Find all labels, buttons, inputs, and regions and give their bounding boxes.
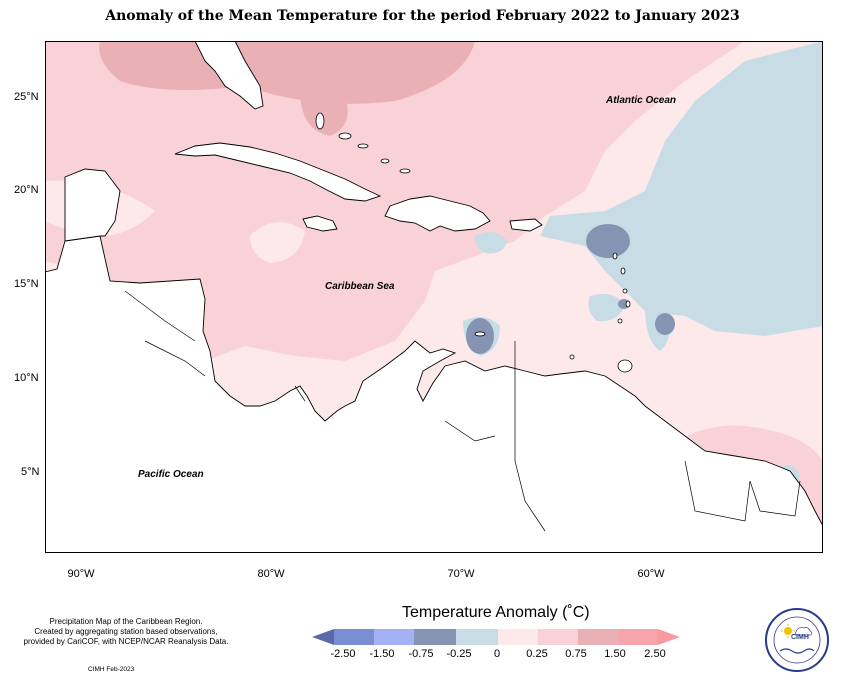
legend-label-minus-0-25: -0.25: [446, 648, 472, 660]
pacific-ocean-label: Pacific Ocean: [138, 469, 204, 480]
anomaly-cool-patch-2: [588, 293, 625, 322]
land-puerto-rico: [509, 218, 543, 232]
legend-label-0-25: 0.25: [526, 648, 548, 660]
legend-bin-1: [312, 629, 334, 645]
legend-bin-7: [538, 629, 578, 645]
cimh-logo: [765, 608, 829, 672]
x-tick-80w: 80°W: [257, 568, 285, 580]
credits-block: Precipitation Map of the Caribbean Regio…: [8, 617, 244, 647]
land-jamaica: [302, 215, 338, 232]
anomaly-neutral-patch-jamaica: [250, 222, 305, 263]
logo-text: CIMH: [791, 634, 809, 641]
land-hispaniola: [384, 195, 491, 232]
legend-bin-6: [498, 629, 538, 645]
legend-bin-8: [578, 629, 618, 645]
land-florida: [194, 41, 264, 110]
legend-label-1-50: 1.50: [604, 648, 626, 660]
legend-label-minus-0-75: -0.75: [408, 648, 434, 660]
x-tick-70w: 70°W: [447, 568, 475, 580]
legend-colorbar: [312, 629, 680, 645]
anomaly-cool-patch-1: [474, 232, 507, 254]
legend-bin-9: [618, 629, 658, 645]
anomaly-cool-region: [540, 41, 823, 336]
y-tick-20n: 20°N: [14, 184, 39, 196]
anomaly-cool-core-guadeloupe: [586, 224, 630, 258]
map-frame: [45, 41, 823, 553]
legend-bin-4: [414, 629, 456, 645]
legend-bin-5: [456, 629, 498, 645]
legend-label-0-75: 0.75: [565, 648, 587, 660]
legend-bin-3: [374, 629, 414, 645]
legend-label-minus-2-50: -2.50: [330, 648, 356, 660]
country-borders: [124, 290, 801, 532]
anomaly-cool-core-barbados: [655, 313, 675, 335]
x-tick-90w: 90°W: [67, 568, 95, 580]
anomaly-warm-region: [45, 41, 745, 361]
land-cuba: [174, 142, 382, 202]
land-central-america: [45, 235, 823, 553]
credits-line-2: Created by aggregating station based obs…: [34, 627, 218, 636]
y-tick-15n: 15°N: [14, 278, 39, 290]
y-tick-5n: 5°N: [21, 466, 40, 478]
legend-label-0: 0: [493, 648, 501, 660]
anomaly-warm-blob-north: [99, 41, 475, 104]
map-title: Anomaly of the Mean Temperature for the …: [105, 8, 740, 24]
atlantic-ocean-label: Atlantic Ocean: [605, 95, 676, 106]
cloud-icon: [794, 627, 813, 636]
anomaly-warm-blob-bahamas: [300, 88, 348, 136]
legend-label-minus-1-50: -1.50: [369, 648, 395, 660]
land-small-islands: [315, 112, 633, 373]
legend-title: Temperature Anomaly (˚C): [402, 604, 590, 621]
credits-line-1: Precipitation Map of the Caribbean Regio…: [49, 617, 203, 626]
issue-date: CIMH Feb-2023: [88, 666, 135, 673]
x-tick-60w: 60°W: [637, 568, 665, 580]
y-tick-10n: 10°N: [14, 372, 39, 384]
y-tick-25n: 25°N: [14, 91, 39, 103]
temperature-anomaly-map: Atlantic Ocean Caribbean Sea Pacific Oce…: [45, 41, 823, 553]
legend-bin-2: [334, 629, 374, 645]
wave-icon: [779, 648, 815, 654]
land-yucatan: [64, 168, 121, 242]
credits-line-3: provided by CariCOF, with NCEP/NCAR Rean…: [23, 637, 229, 646]
sun-icon: [784, 627, 792, 635]
legend-label-2-50: 2.50: [644, 648, 666, 660]
legend-bin-10: [658, 629, 680, 645]
caribbean-sea-label: Caribbean Sea: [325, 281, 395, 292]
